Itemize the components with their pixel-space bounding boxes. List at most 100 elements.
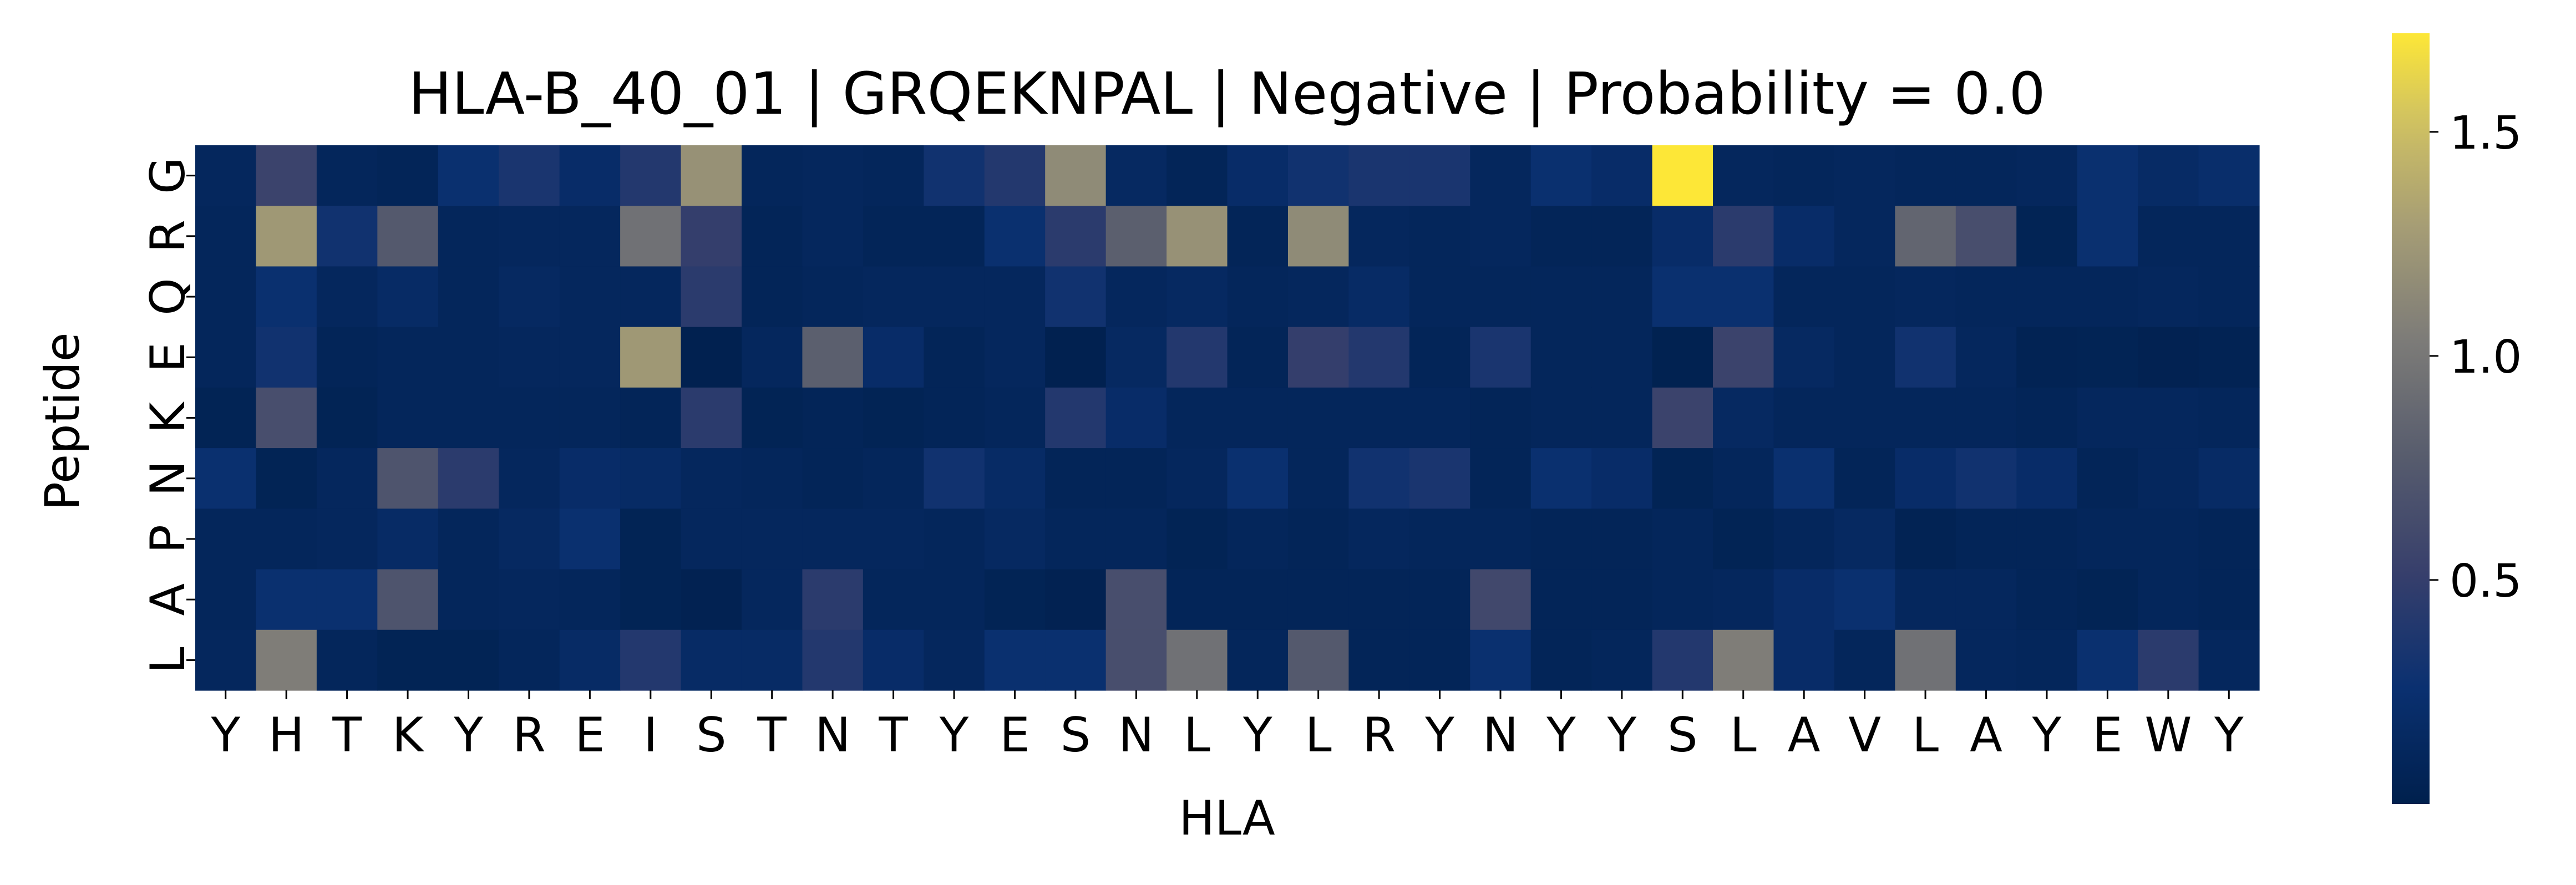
heatmap-cell [1106, 629, 1167, 691]
heatmap-cell [863, 448, 924, 509]
heatmap-cell [1106, 327, 1167, 388]
heatmap-cell [741, 629, 803, 691]
heatmap-cell [1045, 387, 1107, 449]
heatmap-cell [681, 448, 742, 509]
heatmap-cell [802, 206, 864, 267]
heatmap-cell [1409, 327, 1470, 388]
heatmap-cell [1591, 145, 1653, 206]
heatmap-cell [1530, 387, 1592, 449]
heatmap-cell [559, 327, 621, 388]
heatmap-cell [1470, 448, 1532, 509]
heatmap-cell [1955, 145, 2017, 206]
heatmap-cell [1773, 327, 1835, 388]
heatmap-cell [2077, 508, 2138, 570]
heatmap-cell [1045, 327, 1107, 388]
heatmap-cell [1167, 145, 1228, 206]
heatmap-cell [984, 629, 1046, 691]
heatmap-cell [1955, 327, 2017, 388]
heatmap-cell [1591, 206, 1653, 267]
heatmap-cell [1470, 206, 1532, 267]
heatmap-cell [316, 387, 378, 449]
heatmap-cell [1591, 629, 1653, 691]
heatmap-cell [1530, 569, 1592, 630]
heatmap-cell [559, 266, 621, 328]
heatmap-cell [984, 387, 1046, 449]
heatmap-cell [1895, 448, 1956, 509]
heatmap-cell [681, 569, 742, 630]
heatmap-cell [1348, 266, 1410, 328]
heatmap-cell [2016, 629, 2078, 691]
heatmap-cell [863, 327, 924, 388]
heatmap-cell [984, 145, 1046, 206]
heatmap-cell [1773, 508, 1835, 570]
heatmap-cell [2198, 145, 2260, 206]
heatmap-cell [1955, 266, 2017, 328]
heatmap-cell [2138, 508, 2199, 570]
heatmap-cell [620, 145, 682, 206]
heatmap-cell [1773, 448, 1835, 509]
heatmap-cell [1773, 629, 1835, 691]
x-tick-label: Y [1607, 708, 1637, 763]
heatmap-cell [256, 508, 317, 570]
colorbar-tick-label: 1.0 [2450, 331, 2522, 384]
heatmap-cell [499, 387, 560, 449]
heatmap-cell [1227, 145, 1289, 206]
heatmap-cell [1287, 508, 1349, 570]
heatmap-cell [499, 327, 560, 388]
x-axis-label: HLA [1179, 791, 1275, 846]
heatmap-cell [1045, 206, 1107, 267]
heatmap-cell [1409, 448, 1470, 509]
heatmap-cell [377, 206, 439, 267]
heatmap-cell [438, 206, 499, 267]
heatmap-cell [1895, 629, 1956, 691]
heatmap-cell [863, 206, 924, 267]
colorbar [2392, 33, 2430, 804]
heatmap-cell [863, 569, 924, 630]
colorbar-ticks: 0.5 1.0 1.5 [2430, 107, 2522, 608]
heatmap-cell [2077, 206, 2138, 267]
heatmap-cell [1045, 508, 1107, 570]
heatmap-cell [1591, 569, 1653, 630]
heatmap-cell [195, 508, 257, 570]
heatmap-cell [2198, 629, 2260, 691]
heatmap-cell [438, 327, 499, 388]
heatmap-cell [559, 508, 621, 570]
heatmap-cell [863, 508, 924, 570]
heatmap-cell [1287, 206, 1349, 267]
heatmap-cell [316, 266, 378, 328]
heatmap-cell [316, 448, 378, 509]
heatmap-cell [681, 266, 742, 328]
y-tick-label: G [140, 157, 196, 194]
heatmap-cell [1895, 145, 1956, 206]
x-tick-label: V [1848, 708, 1881, 763]
heatmap-cell [1409, 387, 1470, 449]
heatmap-cell [2138, 569, 2199, 630]
heatmap-cell [1045, 569, 1107, 630]
heatmap-cell [256, 266, 317, 328]
heatmap-cell [1834, 327, 1895, 388]
x-tick-label: Y [1243, 708, 1272, 763]
heatmap-cell [1895, 266, 1956, 328]
heatmap-cell [1530, 145, 1592, 206]
heatmap-cell [1045, 145, 1107, 206]
heatmap-cell [924, 387, 985, 449]
heatmap-cell [559, 206, 621, 267]
y-axis-label: Peptide [35, 332, 90, 510]
heatmap-cell [1834, 387, 1895, 449]
x-tick-label: K [392, 708, 425, 763]
heatmap-cell [499, 448, 560, 509]
heatmap-cell [377, 448, 439, 509]
heatmap-cell [1530, 327, 1592, 388]
heatmap-cell [1834, 266, 1895, 328]
heatmap-cell [1409, 145, 1470, 206]
y-tick-label: R [140, 220, 196, 253]
x-tick-label: R [1362, 708, 1396, 763]
heatmap-cell [1530, 629, 1592, 691]
heatmap-cell [620, 387, 682, 449]
heatmap-cell [2016, 569, 2078, 630]
heatmap-cell [499, 508, 560, 570]
x-tick-label: Y [210, 708, 240, 763]
heatmap-cell [924, 266, 985, 328]
heatmap-cell [1227, 508, 1289, 570]
